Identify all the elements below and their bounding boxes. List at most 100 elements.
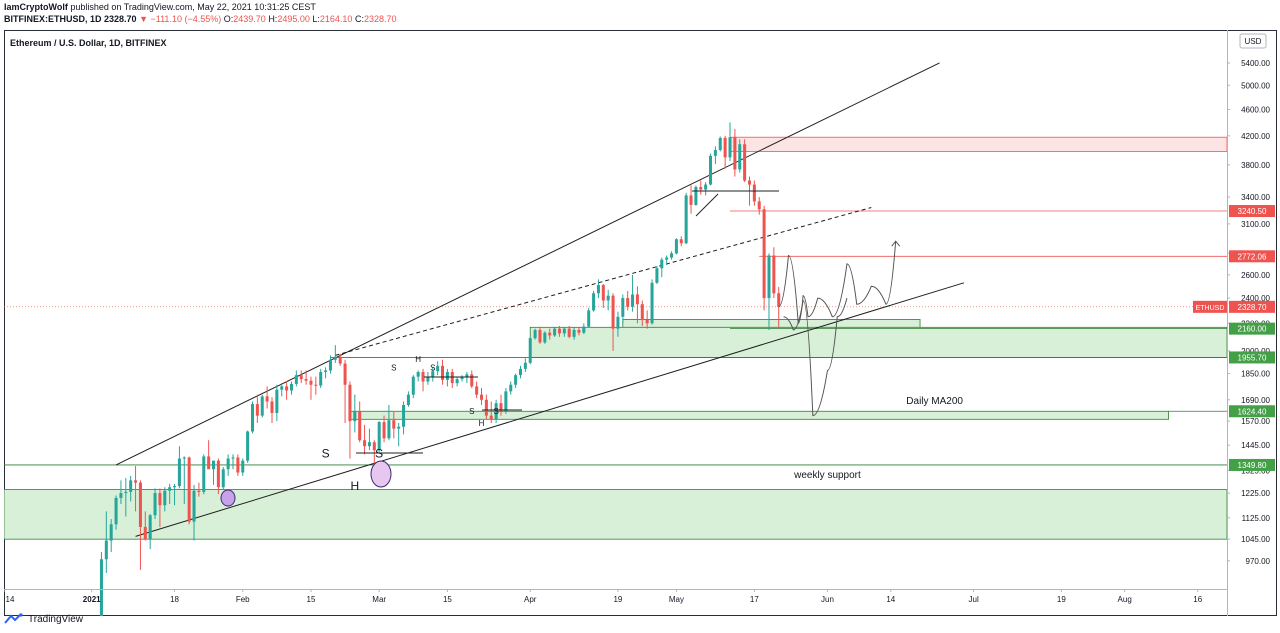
candle-body (509, 384, 513, 392)
candle (626, 290, 630, 311)
candle (621, 294, 625, 324)
projection-path (783, 297, 848, 417)
candle (679, 236, 683, 247)
candle-body (285, 386, 289, 391)
candle-body (718, 137, 722, 150)
candle (509, 381, 513, 395)
close-value: 2328.70 (363, 14, 397, 24)
y-tick-label: 3800.00 (1241, 161, 1270, 170)
candle (616, 311, 620, 337)
candle (611, 293, 615, 351)
low-value: 2164.10 (319, 14, 353, 24)
candle-body (436, 365, 440, 372)
candle (397, 422, 401, 447)
price-label-box (1229, 458, 1275, 471)
candle (148, 513, 152, 550)
candle-body (343, 363, 347, 385)
candle-body (582, 326, 586, 333)
candle-body (143, 526, 147, 540)
candle-body (733, 137, 737, 170)
candle-body (231, 457, 235, 459)
candle-body (109, 524, 113, 541)
candle (124, 478, 128, 517)
annotation-label: Daily MA200 (906, 396, 963, 407)
candle (265, 386, 269, 409)
candle (109, 519, 113, 552)
candle (713, 146, 717, 165)
candle-body (280, 386, 284, 390)
candle (772, 247, 776, 299)
candle-body (236, 457, 240, 473)
candle (236, 454, 240, 476)
candle (567, 325, 571, 339)
trendline (135, 282, 965, 537)
candle-body (402, 404, 406, 427)
y-tick-label: 4600.00 (1241, 105, 1270, 114)
candle (709, 153, 713, 186)
candle-body (635, 294, 639, 305)
candle-body (689, 195, 693, 205)
price-change: ▼ −111.10 (−4.55%) (139, 14, 222, 24)
publisher-name[interactable]: IamCryptoWolf (4, 2, 68, 12)
currency-badge-box[interactable] (1239, 33, 1267, 49)
candle-body (289, 383, 293, 391)
candle-body (621, 298, 625, 317)
symbol-tag-box (1193, 300, 1227, 313)
candle (382, 415, 386, 443)
y-tick-label: 970.00 (1246, 557, 1271, 566)
candle-body (747, 180, 752, 185)
candle-body (265, 396, 269, 402)
annotation-label: S (469, 407, 474, 416)
candle (777, 286, 781, 329)
candle (358, 401, 362, 443)
candle (533, 328, 537, 340)
price-label-box (1229, 351, 1275, 364)
footer-brand: TradingView (4, 613, 83, 625)
candle (192, 484, 196, 541)
candle (465, 371, 469, 384)
candle (640, 300, 644, 326)
arrow-head-icon (891, 240, 901, 247)
annotation-label: S (430, 363, 435, 372)
price-label: 1624.40 (1229, 405, 1275, 418)
candle-body (752, 184, 756, 202)
candle-body (514, 375, 518, 385)
candle (543, 331, 547, 344)
x-tick-label: 17 (750, 595, 759, 604)
candle (168, 483, 172, 504)
candle-body (387, 420, 391, 439)
zone-supply (729, 136, 1228, 152)
x-tick-label: Mar (372, 595, 386, 604)
candle (387, 404, 391, 441)
candle-body (138, 482, 142, 527)
candle (484, 394, 488, 420)
candle (689, 185, 693, 214)
chart-panel[interactable]: Daily MA200 weekly support S S H S S H S S H 5400.… (4, 30, 1277, 616)
candle-body (572, 329, 576, 337)
candle (250, 401, 255, 434)
candle (650, 279, 654, 325)
candle (367, 428, 371, 451)
candle-body (367, 442, 371, 447)
candle (319, 368, 323, 389)
candle (143, 511, 147, 541)
candle (436, 361, 440, 376)
candle-body (592, 293, 596, 311)
currency-badge[interactable]: USD (1245, 37, 1262, 46)
candle (587, 307, 591, 328)
candle-body (270, 401, 274, 413)
candle-body (299, 375, 303, 380)
y-tick-label: 5000.00 (1241, 81, 1270, 90)
candle (592, 290, 596, 312)
candle-body (173, 486, 177, 488)
candle-body (499, 403, 503, 413)
candle-body (382, 422, 386, 439)
candle-body (606, 295, 610, 301)
annotation-label: S (375, 446, 383, 460)
open-value: 2439.70 (233, 14, 266, 24)
high-label: H: (268, 14, 278, 24)
candle-body (207, 456, 211, 470)
symbol-label: BITFINEX:ETHUSD, 1D (4, 14, 102, 24)
candle (324, 367, 328, 379)
